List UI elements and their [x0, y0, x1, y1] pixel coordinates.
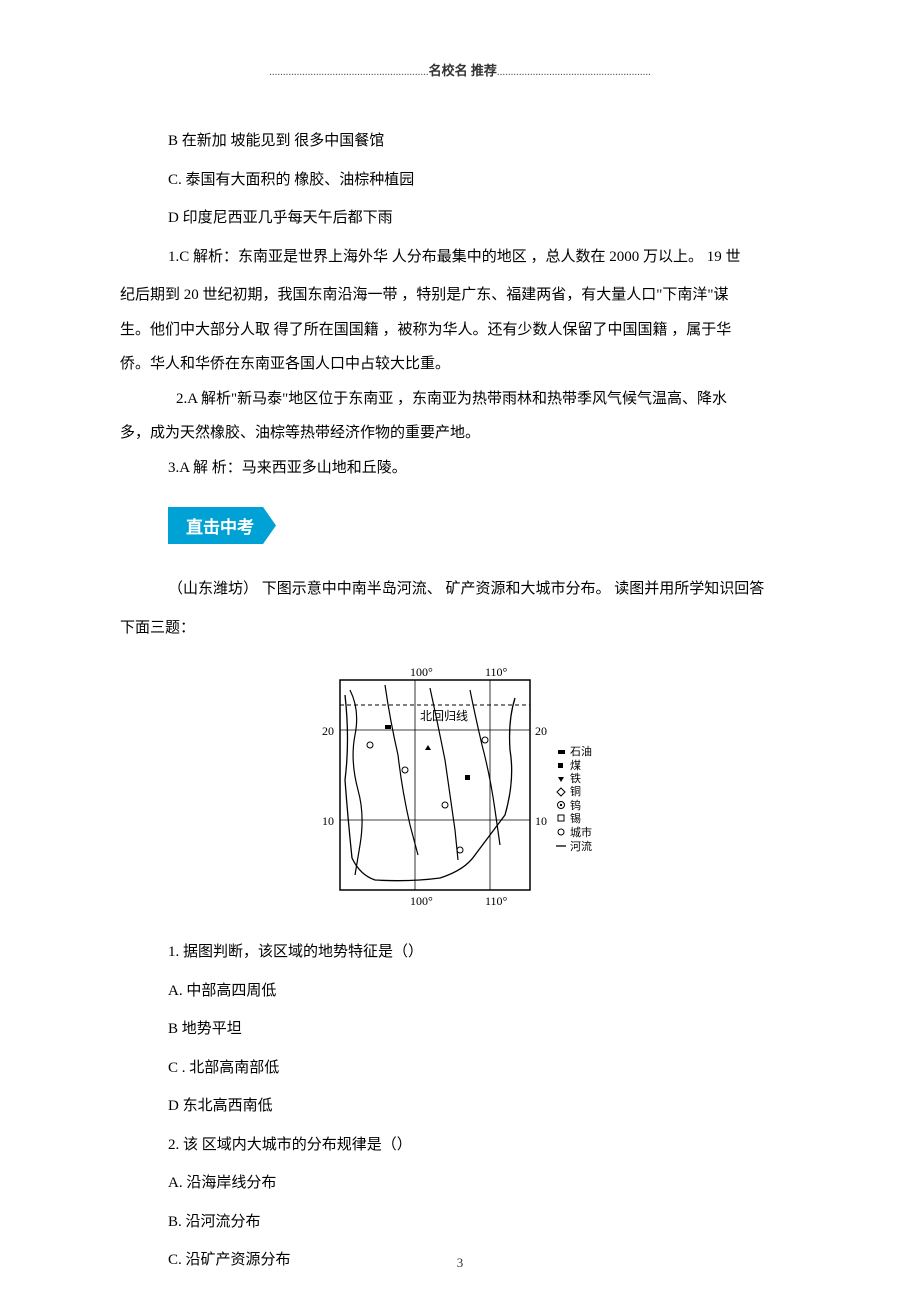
option-d: D 印度尼西亚几乎每天午后都下雨: [168, 201, 800, 236]
q2c: C. 沿矿产资源分布: [168, 1243, 800, 1278]
option-b: B 在新加 坡能见到 很多中国餐馆: [168, 124, 800, 159]
q1: 1. 据图判断，该区域的地势特征是（）: [168, 935, 800, 970]
option-c: C. 泰国有大面积的 橡胶、油棕种植园: [168, 163, 800, 198]
map-lon-top-110: 110°: [485, 665, 508, 679]
legend-copper: 铜: [570, 784, 581, 798]
legend-coal: 煤: [570, 759, 581, 772]
map-lon-bot-100: 100°: [410, 894, 433, 908]
explain-1-line4: 侨。华人和华侨在东南亚各国人口中占较大比重。: [120, 347, 800, 382]
map-lat-left-10: 10: [322, 814, 334, 828]
map-legend: 石油 煤 铁 铜 钨 锡 城市 河流: [556, 744, 592, 853]
indochina-map-svg: 100° 110° 100° 110° 20 10 20 10 北回归线 石油 …: [290, 660, 630, 910]
legend-iron: 铁: [570, 772, 581, 785]
explain-1-line3: 生。他们中大部分人取 得了所在国国籍 ，被称为华人。还有少数人保留了中国国籍 ，…: [120, 313, 800, 348]
header-line: ........................................…: [120, 60, 800, 79]
q2b: B. 沿河流分布: [168, 1205, 800, 1240]
content-area: B 在新加 坡能见到 很多中国餐馆 C. 泰国有大面积的 橡胶、油棕种植园 D …: [120, 124, 800, 274]
map-lat-right-10: 10: [535, 814, 547, 828]
explain-1-line1: 1.C 解析：东南亚是世界上海外华 人分布最集中的地区 ，总人数在 2000 万…: [168, 240, 800, 275]
q2: 2. 该 区域内大城市的分布规律是（）: [168, 1128, 800, 1163]
legend-city: 城市: [570, 825, 592, 839]
map-figure: 100° 110° 100° 110° 20 10 20 10 北回归线 石油 …: [120, 660, 800, 915]
legend-oil: 石油: [570, 744, 592, 758]
header-center: 名校名 推荐: [429, 63, 497, 78]
intro-line1: （山东潍坊） 下图示意中中南半岛河流、 矿产资源和大城市分布。 读图并用所学知识…: [168, 572, 800, 607]
exam-banner: 直击中考: [168, 507, 276, 544]
map-lat-right-20: 20: [535, 724, 547, 738]
legend-tin: 锡: [570, 811, 581, 825]
explain-3: 3.A 解 析：马来西亚多山地和丘陵。: [168, 451, 800, 486]
map-lon-top-100: 100°: [410, 665, 433, 679]
explain-2-line2: 多，成为天然橡胶、油棕等热带经济作物的重要产地。: [120, 416, 800, 451]
map-lat-left-20: 20: [322, 724, 334, 738]
header-dots-left: ........................................…: [269, 66, 429, 78]
explain-1-line2: 纪后期到 20 世纪初期，我国东南沿海一带 ，特别是广东、福建两省，有大量人口"…: [120, 278, 800, 313]
legend-tungsten: 钨: [570, 799, 581, 812]
page-number: 3: [457, 1255, 464, 1271]
tropic-label: 北回归线: [420, 709, 468, 723]
header-dots-right: ........................................…: [497, 66, 651, 78]
q1c: C . 北部高南部低: [168, 1051, 800, 1086]
q1a: A. 中部高四周低: [168, 974, 800, 1009]
q1d: D 东北高西南低: [168, 1089, 800, 1124]
q2a: A. 沿海岸线分布: [168, 1166, 800, 1201]
intro-line2: 下面三题：: [120, 611, 800, 646]
q1b: B 地势平坦: [168, 1012, 800, 1047]
legend-river: 河流: [570, 839, 592, 853]
explain-2-line1: 2.A 解析"新马泰"地区位于东南亚 ，东南亚为热带雨林和热带季风气候气温高、降…: [120, 382, 800, 417]
map-lon-bot-110: 110°: [485, 894, 508, 908]
